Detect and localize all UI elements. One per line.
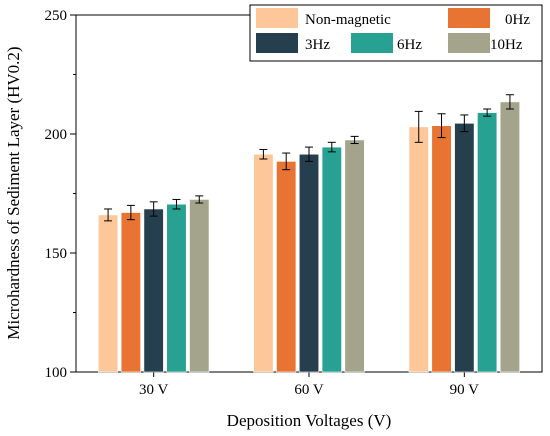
bar: [408, 126, 429, 373]
legend-swatch: [448, 8, 490, 28]
legend-swatch: [448, 33, 490, 53]
bar: [298, 153, 320, 373]
x-tick-label: 30 V: [139, 382, 168, 398]
y-tick-label: 150: [45, 246, 68, 262]
bar: [166, 203, 187, 373]
bar: [431, 125, 452, 373]
bar: [321, 146, 342, 373]
x-tick-label: 60 V: [294, 382, 323, 398]
error-bars: [104, 94, 514, 222]
legend-label: 6Hz: [397, 37, 422, 53]
x-tick-label: 90 V: [450, 382, 479, 398]
bar: [276, 161, 297, 373]
legend: Non-magnetic 0Hz 3Hz 6Hz 10Hz: [249, 4, 543, 62]
legend-box: [249, 4, 543, 62]
y-tick-label: 100: [45, 365, 68, 381]
x-axis: 30 V 60 V 90 V: [139, 372, 479, 398]
bar: [477, 112, 498, 373]
legend-label: 3Hz: [305, 37, 330, 53]
bar: [454, 122, 475, 373]
x-axis-title: Deposition Voltages (V): [227, 411, 392, 430]
y-tick-label: 250: [45, 8, 68, 24]
bars: [98, 101, 520, 373]
bar: [120, 212, 141, 373]
bar: [143, 208, 164, 373]
legend-label: Non-magnetic: [305, 12, 391, 28]
legend-swatch: [256, 8, 298, 28]
y-axis: 100 150 200 250: [45, 8, 76, 381]
legend-label: 0Hz: [505, 12, 530, 28]
bar: [499, 101, 520, 373]
legend-label: 10Hz: [490, 37, 523, 53]
y-tick-label: 200: [45, 127, 68, 143]
bar: [189, 199, 210, 373]
bar: [344, 139, 365, 373]
legend-swatch: [256, 33, 298, 53]
bar: [98, 214, 119, 373]
legend-swatch: [351, 33, 393, 53]
bar: [253, 153, 274, 373]
y-axis-title: Microhardness of Sediment Layer (HV0.2): [4, 46, 23, 339]
